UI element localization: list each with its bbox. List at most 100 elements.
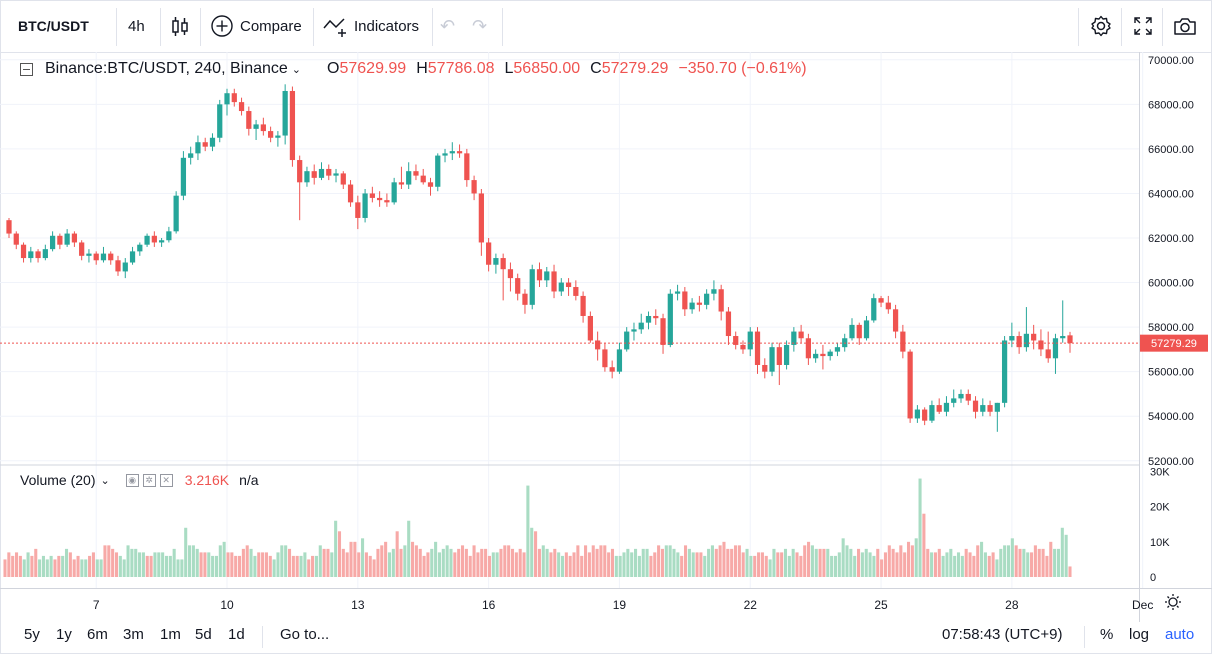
volume-bar <box>730 548 734 577</box>
redo-button[interactable]: ↷ <box>472 8 487 44</box>
volume-bar <box>668 545 672 577</box>
volume-bar <box>284 545 288 577</box>
legend-title[interactable]: Binance:BTC/USDT, 240, Binance <box>45 60 288 77</box>
range-1d-button[interactable]: 1d <box>228 626 245 643</box>
volume-bar <box>153 552 157 577</box>
volume-bar <box>141 552 145 577</box>
volume-title[interactable]: Volume (20) <box>20 472 96 488</box>
volume-bar <box>368 555 372 577</box>
volume-bar <box>557 552 561 577</box>
range-5y-button[interactable]: 5y <box>24 626 40 643</box>
candle-body <box>217 104 223 138</box>
close-value: 57279.29 <box>601 60 669 77</box>
volume-tick-label: 10K <box>1150 537 1170 549</box>
volume-bar <box>380 545 384 577</box>
low-label: L <box>504 60 514 77</box>
range-5d-button[interactable]: 5d <box>195 626 212 643</box>
volume-bar <box>345 552 349 577</box>
chevron-down-icon[interactable]: ⌄ <box>291 63 302 76</box>
candle-body <box>936 405 942 412</box>
range-6m-button[interactable]: 6m <box>87 626 108 643</box>
percent-scale-button[interactable]: % <box>1100 626 1114 643</box>
range-1y-button[interactable]: 1y <box>56 626 72 643</box>
volume-bar <box>718 545 722 577</box>
candle-body <box>696 302 702 305</box>
log-scale-button[interactable]: log <box>1129 626 1150 643</box>
volume-axis-labels: 0 10K 20K 30K <box>1150 467 1170 584</box>
volume-bar <box>872 555 876 577</box>
price-chart[interactable]: 52000.00 54000.00 56000.00 58000.00 60000.00… <box>0 0 1212 622</box>
symbol-search-button[interactable]: BTC/USDT <box>18 18 89 34</box>
volume-bar <box>84 559 88 577</box>
volume-bar <box>1049 541 1053 577</box>
volume-bar <box>422 555 426 577</box>
volume-bar <box>741 552 745 577</box>
price-axis-labels: 52000.00 54000.00 56000.00 58000.00 60000.00… <box>1148 55 1194 468</box>
indicators-icon <box>323 18 346 37</box>
volume-bar <box>830 555 834 577</box>
candle-body <box>595 340 601 350</box>
volume-bar <box>361 538 365 577</box>
candle-body <box>624 331 630 350</box>
fullscreen-button[interactable] <box>1132 8 1154 44</box>
volume-bar <box>576 545 580 577</box>
volume-bar <box>841 538 845 577</box>
volume-bar <box>772 548 776 577</box>
redo-icon: ↷ <box>472 15 488 36</box>
volume-bar <box>733 545 738 577</box>
volume-bar <box>568 555 572 577</box>
symbol-legend[interactable]: Binance:BTC/USDT, 240, Binance ⌄ O 57629.… <box>20 58 807 80</box>
eye-icon[interactable]: ◉ <box>125 473 139 487</box>
timezone-settings-button[interactable] <box>1165 594 1181 610</box>
candle-body <box>616 349 623 372</box>
volume-bar <box>810 545 814 577</box>
volume-bar <box>26 552 30 577</box>
snapshot-button[interactable] <box>1173 8 1197 44</box>
candle-body <box>660 318 666 345</box>
candle-body <box>180 157 187 196</box>
volume-bar <box>337 531 342 577</box>
volume-bar <box>330 552 334 577</box>
chart-style-button[interactable] <box>170 8 190 44</box>
volume-bar <box>883 552 887 577</box>
settings-button[interactable] <box>1089 8 1113 44</box>
close-icon[interactable]: ✕ <box>159 473 173 487</box>
volume-bar <box>495 552 499 577</box>
volume-bar <box>472 545 476 577</box>
indicators-button[interactable]: Indicators <box>322 8 419 44</box>
candle-body <box>718 289 724 312</box>
volume-bar <box>680 555 684 577</box>
auto-scale-button[interactable]: auto <box>1165 626 1195 643</box>
range-3m-button[interactable]: 3m <box>123 626 144 643</box>
volume-bar <box>683 545 688 577</box>
fullscreen-icon <box>1134 17 1152 35</box>
time-axis-labels: 7 10 13 16 19 22 25 28 Dec <box>93 598 1153 612</box>
volume-legend[interactable]: Volume (20) ⌄ ◉ ✲ ✕ 3.216K n/a <box>20 471 259 489</box>
volume-bar <box>945 552 949 577</box>
candle-body <box>783 344 790 365</box>
clock-display[interactable]: 07:58:43 (UTC+9) <box>942 626 1063 643</box>
range-1m-button[interactable]: 1m <box>160 626 181 643</box>
volume-bar <box>299 555 303 577</box>
candles <box>6 84 1073 432</box>
volume-bar <box>1068 566 1072 577</box>
volume-tick-label: 0 <box>1150 572 1156 584</box>
volume-bar <box>930 552 934 577</box>
undo-button[interactable]: ↶ <box>440 8 455 44</box>
volume-bar <box>149 555 153 577</box>
volume-bar <box>230 552 234 577</box>
gear-icon[interactable]: ✲ <box>142 473 156 487</box>
interval-button[interactable]: 4h <box>128 17 145 35</box>
volume-bar <box>849 548 853 577</box>
volume-bar <box>807 541 811 577</box>
goto-button[interactable]: Go to... <box>280 626 330 643</box>
candle-body <box>805 338 811 359</box>
volume-bar <box>1014 545 1018 577</box>
chevron-down-icon[interactable]: ⌄ <box>100 474 110 487</box>
volume-bar <box>710 545 714 577</box>
candle-body <box>64 233 70 245</box>
candle-body <box>486 242 492 265</box>
collapse-icon[interactable] <box>20 62 33 76</box>
candle-body <box>980 405 986 412</box>
compare-button[interactable]: Compare <box>210 8 302 44</box>
